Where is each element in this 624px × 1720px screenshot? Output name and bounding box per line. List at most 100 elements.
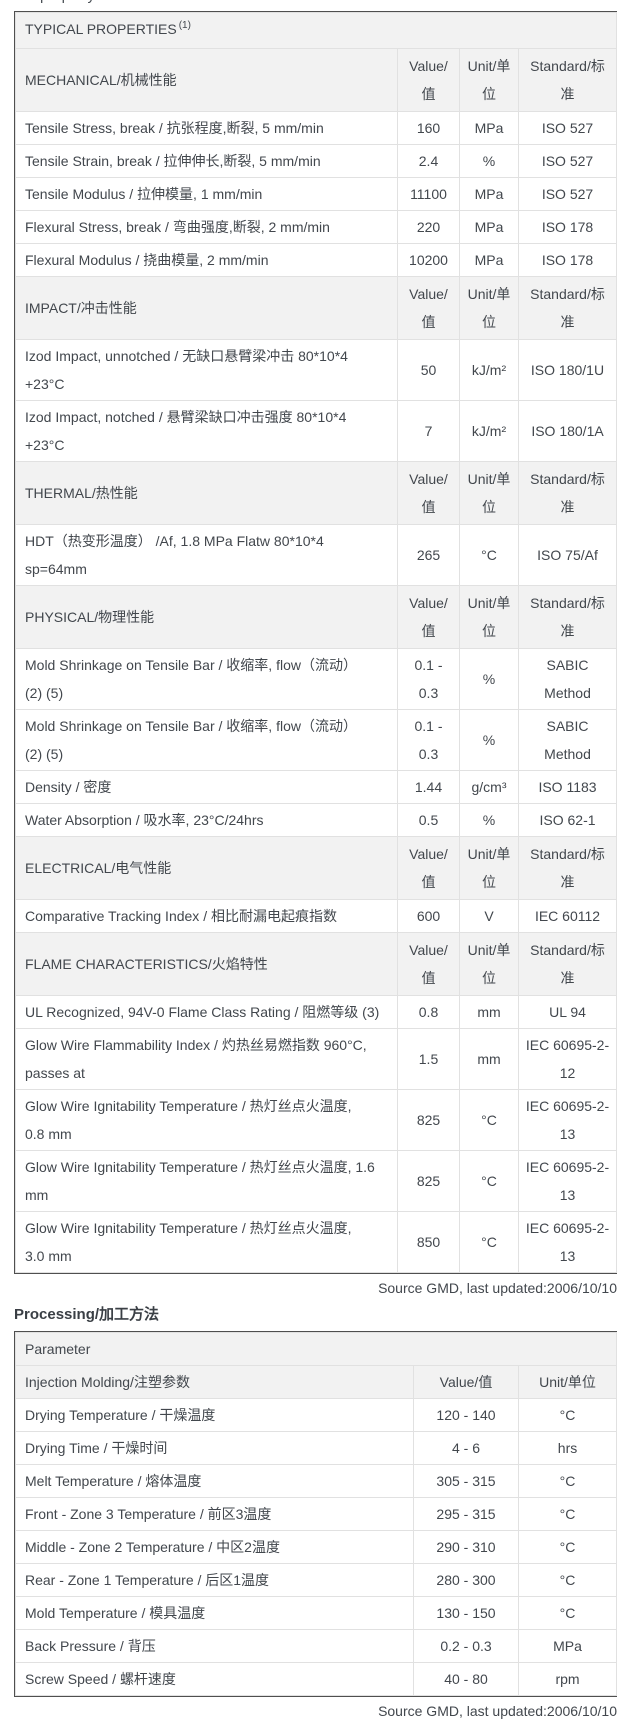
property-row: Tensile Stress, break / 抗张程度,断裂, 5 mm/mi…	[15, 111, 618, 145]
property-value: 160	[397, 111, 460, 145]
parameter-row: Back Pressure / 背压 0.2 - 0.3 MPa	[15, 1629, 618, 1663]
property-value: 850	[397, 1211, 460, 1273]
property-standard: ISO 75/Af	[517, 524, 618, 586]
title-footnote-marker: (1)	[178, 20, 191, 31]
section-header-row: IMPACT/冲击性能 Value/ 值 Unit/单 位 Standard/标…	[15, 276, 618, 340]
typical-properties-table: TYPICAL PROPERTIES (1) MECHANICAL/机械性能 Va…	[14, 11, 618, 1274]
col-header-standard: Standard/标 准	[517, 585, 618, 649]
property-unit: %	[459, 648, 519, 710]
property-value: 1.5	[397, 1028, 460, 1090]
property-name: Glow Wire Ignitability Temperature / 热灯丝…	[15, 1211, 398, 1273]
property-standard: UL 94	[517, 995, 618, 1029]
col-header-value: Value/ 值	[397, 836, 460, 900]
parameter-name: Middle - Zone 2 Temperature / 中区2温度	[15, 1530, 414, 1564]
parameter-unit: °C	[517, 1530, 618, 1564]
property-row: UL Recognized, 94V-0 Flame Class Rating …	[15, 995, 618, 1029]
property-name: Izod Impact, unnotched / 无缺口悬臂梁冲击 80*10*…	[15, 339, 398, 401]
property-standard: ISO 1183	[517, 770, 618, 804]
property-row: Glow Wire Ignitability Temperature / 热灯丝…	[15, 1150, 618, 1212]
property-name: UL Recognized, 94V-0 Flame Class Rating …	[15, 995, 398, 1029]
property-name: Flexural Modulus / 挠曲模量, 2 mm/min	[15, 243, 398, 277]
property-name: Glow Wire Ignitability Temperature / 热灯丝…	[15, 1150, 398, 1212]
col-header-standard: Standard/标 准	[517, 836, 618, 900]
property-row: Tensile Modulus / 拉伸模量, 1 mm/min 11100 M…	[15, 177, 618, 211]
table-title-row: TYPICAL PROPERTIES (1)	[14, 12, 618, 49]
col-header-standard: Standard/标 准	[517, 461, 618, 525]
property-name: Tensile Stress, break / 抗张程度,断裂, 5 mm/mi…	[15, 111, 398, 145]
property-value: 7	[397, 400, 460, 462]
parameter-row: Middle - Zone 2 Temperature / 中区2温度 290 …	[15, 1530, 618, 1564]
property-row: Mold Shrinkage on Tensile Bar / 收缩率, flo…	[15, 709, 618, 771]
property-standard: ISO 180/1A	[517, 400, 618, 462]
property-row: Density / 密度 1.44 g/cm³ ISO 1183	[15, 770, 618, 804]
property-row: Tensile Strain, break / 拉伸伸长,断裂, 5 mm/mi…	[15, 144, 618, 178]
parameter-value: 290 - 310	[413, 1530, 519, 1564]
property-standard: ISO 527	[517, 111, 618, 145]
property-unit: %	[459, 803, 519, 837]
property-standard: IEC 60695-2- 13	[517, 1211, 618, 1273]
property-name: Mold Shrinkage on Tensile Bar / 收缩率, flo…	[15, 648, 398, 710]
property-unit: MPa	[459, 243, 519, 277]
property-unit: MPa	[459, 210, 519, 244]
col-header-unit: Unit/单 位	[459, 461, 519, 525]
col-header-value: Value/ 值	[397, 48, 460, 112]
parameter-name: Drying Temperature / 干燥温度	[15, 1398, 414, 1432]
property-standard: IEC 60695-2- 13	[517, 1089, 618, 1151]
property-standard: ISO 527	[517, 144, 618, 178]
col-header-value: Value/ 值	[397, 585, 460, 649]
parameter-row: Mold Temperature / 模具温度 130 - 150 °C	[15, 1596, 618, 1630]
property-row: Izod Impact, unnotched / 无缺口悬臂梁冲击 80*10*…	[15, 339, 618, 401]
property-standard: ISO 62-1	[517, 803, 618, 837]
property-value: 0.8	[397, 995, 460, 1029]
property-row: Flexural Stress, break / 弯曲强度,断裂, 2 mm/m…	[15, 210, 618, 244]
col-header-unit: Unit/单 位	[459, 48, 519, 112]
property-standard: SABIC Method	[517, 709, 618, 771]
property-value: 2.4	[397, 144, 460, 178]
col-header-unit: Unit/单位	[517, 1365, 618, 1399]
col-header-value: Value/ 值	[397, 276, 460, 340]
property-name: HDT（热变形温度） /Af, 1.8 MPa Flatw 80*10*4 sp…	[15, 524, 398, 586]
parameter-row: Screw Speed / 螺杆速度 40 - 80 rpm	[15, 1662, 618, 1696]
col-header-unit: Unit/单 位	[459, 276, 519, 340]
parameter-row: Melt Temperature / 熔体温度 305 - 315 °C	[15, 1464, 618, 1498]
property-value: 1.44	[397, 770, 460, 804]
property-name: Comparative Tracking Index / 相比耐漏电起痕指数	[15, 899, 398, 933]
source-note-processing: Source GMD, last updated:2006/10/10	[378, 1703, 617, 1719]
property-unit: kJ/m²	[459, 400, 519, 462]
parameter-row: Rear - Zone 1 Temperature / 后区1温度 280 - …	[15, 1563, 618, 1597]
parameter-unit: MPa	[517, 1629, 618, 1663]
property-value: 0.1 - 0.3	[397, 709, 460, 771]
parameter-value: 40 - 80	[413, 1662, 519, 1696]
section-header-row: MECHANICAL/机械性能 Value/ 值 Unit/单 位 Standa…	[15, 48, 618, 112]
property-standard: SABIC Method	[517, 648, 618, 710]
property-value: 265	[397, 524, 460, 586]
group-header: Injection Molding/注塑参数	[15, 1365, 414, 1399]
processing-rows: Parameter Injection Molding/注塑参数 Value/值…	[14, 1332, 618, 1696]
property-value: 825	[397, 1150, 460, 1212]
property-standard: ISO 178	[517, 210, 618, 244]
section-name: IMPACT/冲击性能	[15, 276, 398, 340]
parameter-name: Back Pressure / 背压	[15, 1629, 414, 1663]
col-header-standard: Standard/标 准	[517, 48, 618, 112]
parameter-name: Melt Temperature / 熔体温度	[15, 1464, 414, 1498]
property-name: Water Absorption / 吸水率, 23°C/24hrs	[15, 803, 398, 837]
col-header-unit: Unit/单 位	[459, 836, 519, 900]
property-standard: IEC 60112	[517, 899, 618, 933]
property-name: Flexural Stress, break / 弯曲强度,断裂, 2 mm/m…	[15, 210, 398, 244]
processing-heading: Processing/加工方法	[14, 1306, 160, 1323]
parameter-unit: °C	[517, 1497, 618, 1531]
property-unit: °C	[459, 1211, 519, 1273]
parameter-header: Parameter	[14, 1332, 618, 1366]
property-row: Flexural Modulus / 挠曲模量, 2 mm/min 10200 …	[15, 243, 618, 277]
property-value: 825	[397, 1089, 460, 1151]
property-name: Izod Impact, notched / 悬臂梁缺口冲击强度 80*10*4…	[15, 400, 398, 462]
property-standard: ISO 178	[517, 243, 618, 277]
section-name: PHYSICAL/物理性能	[15, 585, 398, 649]
property-row: Izod Impact, notched / 悬臂梁缺口冲击强度 80*10*4…	[15, 400, 618, 462]
property-name: Tensile Modulus / 拉伸模量, 1 mm/min	[15, 177, 398, 211]
property-unit: °C	[459, 1089, 519, 1151]
parameter-row: Drying Time / 干燥时间 4 - 6 hrs	[15, 1431, 618, 1465]
property-unit: °C	[459, 524, 519, 586]
parameter-value: 280 - 300	[413, 1563, 519, 1597]
col-header-value: Value/ 值	[397, 932, 460, 996]
